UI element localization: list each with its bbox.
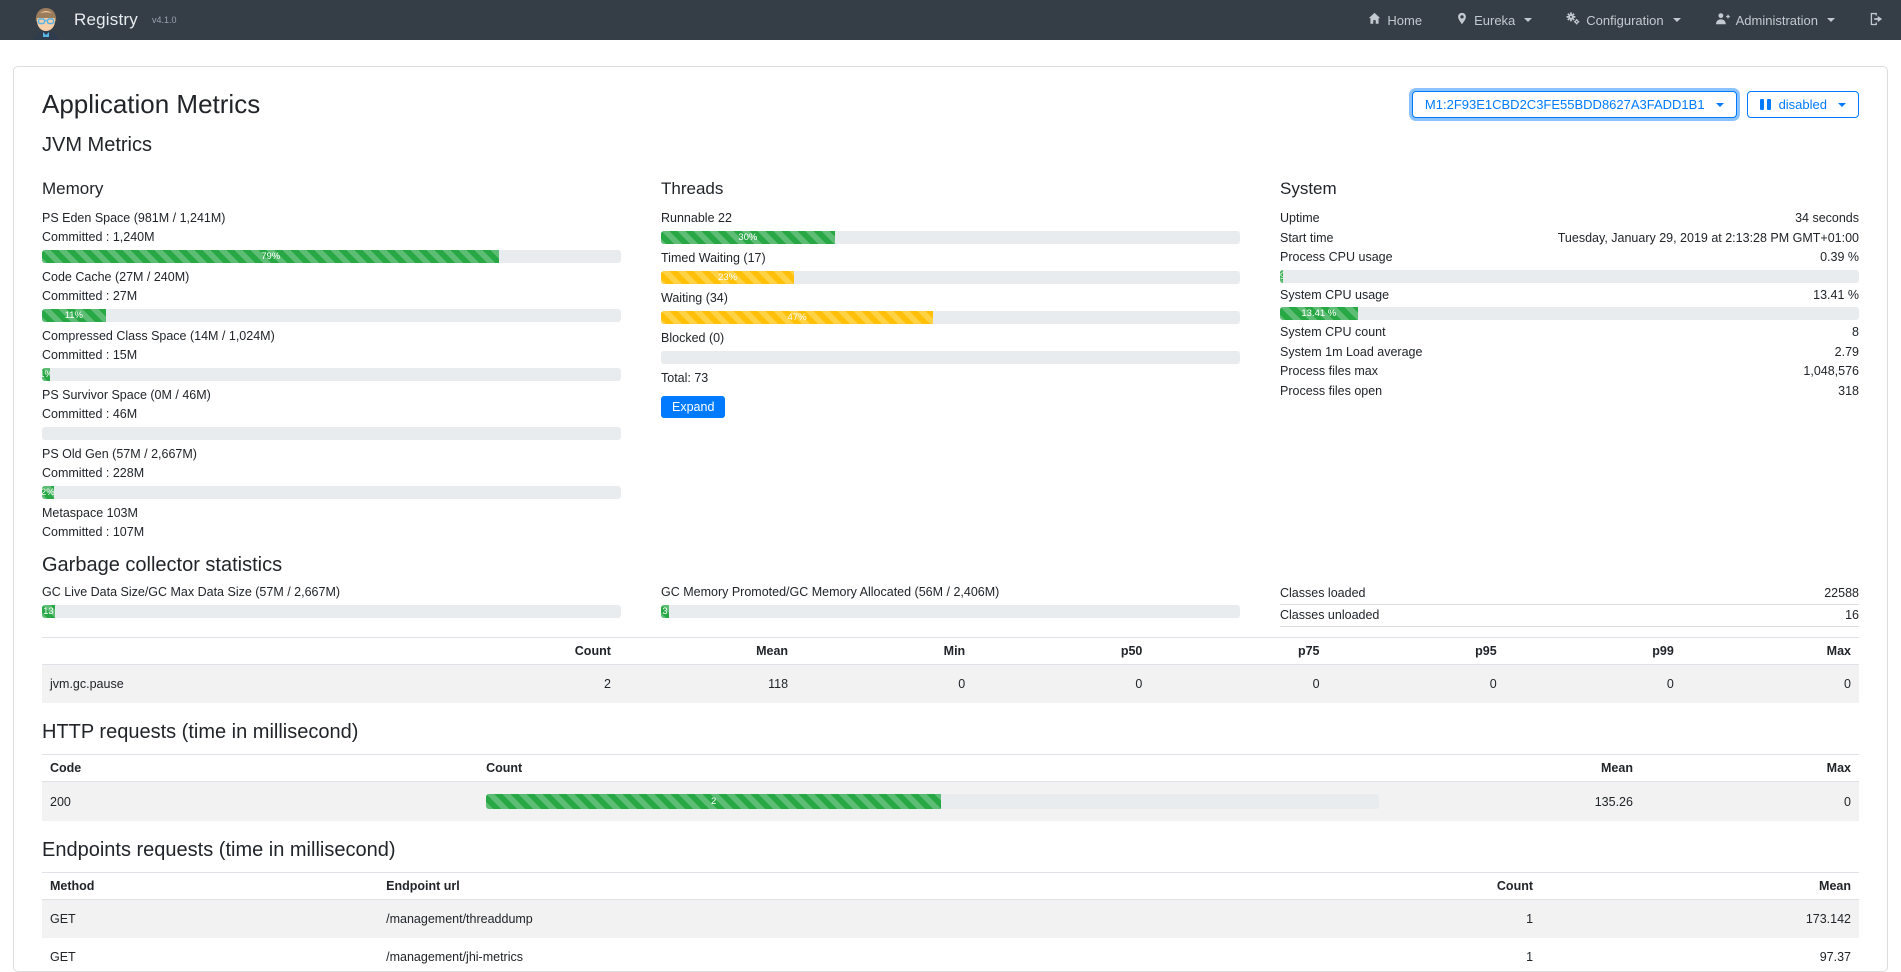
gc-memory-promoted: GC Memory Promoted/GC Memory Allocated (… <box>661 583 1240 627</box>
memory-metric-compressed-class: Compressed Class Space (14M / 1,024M) Co… <box>42 327 621 381</box>
memory-heading: Memory <box>42 179 104 198</box>
progress-bar: 13.41 % <box>1280 307 1358 320</box>
nav-eureka[interactable]: Eureka <box>1456 12 1533 28</box>
system-column: System Uptime 34 seconds Start time Tues… <box>1280 167 1859 544</box>
chevron-down-icon <box>1715 102 1724 107</box>
gc-live-data: GC Live Data Size/GC Max Data Size (57M … <box>42 583 621 627</box>
progress-track: 13.41 % <box>1280 307 1859 320</box>
progress-track <box>42 427 621 440</box>
progress-bar: 11% <box>42 309 106 322</box>
progress-bar: 1% <box>42 368 51 381</box>
progress-track: 1% <box>42 368 621 381</box>
navbar: Registry v4.1.0 Home Eureka Configuratio… <box>0 0 1901 40</box>
threads-column: Threads Runnable 22 30% Timed Waiting (1… <box>661 167 1240 544</box>
http-requests-table: Code Count Mean Max 200 2 135.26 0 <box>42 754 1859 821</box>
expand-button[interactable]: Expand <box>661 396 726 418</box>
metrics-card: Application Metrics M1:2F93E1CBD2C3FE55B… <box>13 66 1888 972</box>
progress-bar: 47% <box>661 311 934 324</box>
instance-select-dropdown[interactable]: M1:2F93E1CBD2C3FE55BDD8627A3FADD1B1 <box>1411 91 1737 118</box>
gc-stats-table: Count Mean Min p50 p75 p95 p99 Max jvm.g… <box>42 637 1859 703</box>
thread-metric-runnable: Runnable 22 30% <box>661 209 1240 244</box>
table-row: 200 2 135.26 0 <box>42 781 1859 821</box>
chevron-down-icon <box>1827 18 1835 22</box>
home-icon <box>1368 12 1381 28</box>
chevron-down-icon <box>1838 102 1846 107</box>
progress-track: 13 <box>42 605 621 618</box>
progress-track: 11% <box>42 309 621 322</box>
progress-bar: 30% <box>661 231 835 244</box>
jvm-metrics-heading: JVM Metrics <box>42 134 152 156</box>
progress-track: 2 <box>486 794 1379 809</box>
brand-version: v4.1.0 <box>151 15 177 25</box>
system-heading: System <box>1280 179 1337 198</box>
system-row-process-cpu: Process CPU usage 0.39 % <box>1280 250 1859 264</box>
threads-total: Total: 73 <box>661 371 709 385</box>
table-row: GET /management/threaddump 1 173.142 <box>42 899 1859 938</box>
progress-track: 30% <box>661 231 1240 244</box>
progress-track: 47% <box>661 311 1240 324</box>
memory-metric-oldgen: PS Old Gen (57M / 2,667M) Committed : 22… <box>42 445 621 499</box>
table-row: GET /management/jhi-metrics 1 97.37 <box>50 950 1851 964</box>
progress-track <box>661 351 1240 364</box>
gc-heading: Garbage collector statistics <box>42 554 283 576</box>
classes-unloaded-row: Classes unloaded 16 <box>1280 605 1859 627</box>
system-row-start-time: Start time Tuesday, January 29, 2019 at … <box>1280 230 1859 245</box>
page-title: Application Metrics <box>42 89 261 119</box>
map-marker-icon <box>1456 12 1468 28</box>
nav-home[interactable]: Home <box>1368 12 1422 28</box>
memory-metric-eden: PS Eden Space (981M / 1,241M) Committed … <box>42 209 621 263</box>
threads-heading: Threads <box>661 179 724 198</box>
table-row: jvm.gc.pause 2 118 0 0 0 0 0 0 <box>42 664 1859 703</box>
progress-bar: 79% <box>42 250 500 263</box>
progress-track: 0.39 % <box>1280 269 1859 283</box>
endpoints-requests-heading: Endpoints requests (time in millisecond) <box>42 839 396 861</box>
progress-track: 2% <box>42 486 621 499</box>
thread-metric-timed-waiting: Timed Waiting (17) 23% <box>661 249 1240 284</box>
http-table-header-row: Code Count Mean Max <box>42 754 1859 782</box>
chevron-down-icon <box>1524 18 1533 22</box>
jhipster-logo-icon <box>30 6 62 40</box>
endpoints-requests-table: Method Endpoint url Count Mean GET /mana… <box>42 872 1859 971</box>
gc-classes: Classes loaded 22588 Classes unloaded 16 <box>1280 583 1859 627</box>
system-row-system-cpu: System CPU usage 13.41 % <box>1280 287 1859 302</box>
refresh-toggle-dropdown[interactable]: disabled <box>1746 91 1859 118</box>
system-row-cpu-count: System CPU count 8 <box>1280 325 1859 339</box>
system-row-files-max: Process files max 1,048,576 <box>1280 364 1859 378</box>
progress-track: 79% <box>42 250 621 263</box>
progress-bar: 2% <box>42 486 54 499</box>
gc-table-header-row: Count Mean Min p50 p75 p95 p99 Max <box>42 637 1859 665</box>
sign-out-icon <box>1869 12 1883 29</box>
memory-metric-metaspace: Metaspace 103M Committed : 107M <box>42 506 145 539</box>
http-requests-heading: HTTP requests (time in millisecond) <box>42 721 359 743</box>
thread-metric-waiting: Waiting (34) 47% <box>661 289 1240 324</box>
nav-administration[interactable]: Administration <box>1715 12 1835 28</box>
nav-menu: Home Eureka Configuration Administration <box>1368 12 1883 29</box>
system-row-files-open: Process files open 318 <box>1280 383 1859 398</box>
nav-signout[interactable] <box>1869 12 1883 29</box>
page-header: Application Metrics M1:2F93E1CBD2C3FE55B… <box>42 89 1859 120</box>
system-row-uptime: Uptime 34 seconds <box>1280 211 1859 225</box>
nav-configuration[interactable]: Configuration <box>1566 12 1681 28</box>
progress-bar: 13 <box>42 605 55 618</box>
brand-link[interactable]: Registry v4.1.0 <box>30 0 176 40</box>
memory-metric-codecache: Code Cache (27M / 240M) Committed : 27M … <box>42 268 621 322</box>
chevron-down-icon <box>1672 18 1681 22</box>
endpoints-table-header-row: Method Endpoint url Count Mean <box>42 872 1859 900</box>
progress-bar: 0.39 % <box>1280 269 1283 283</box>
progress-track: 23% <box>661 271 1240 284</box>
progress-track: 3 <box>661 605 1240 618</box>
brand-title: Registry <box>74 10 138 29</box>
progress-bar: 3 <box>661 605 670 618</box>
classes-loaded-row: Classes loaded 22588 <box>1280 583 1859 605</box>
thread-metric-blocked: Blocked (0) <box>661 329 1240 364</box>
memory-metric-survivor: PS Survivor Space (0M / 46M) Committed :… <box>42 386 621 440</box>
progress-bar: 23% <box>661 271 795 284</box>
pause-icon <box>1759 99 1771 110</box>
memory-column: Memory PS Eden Space (981M / 1,241M) Com… <box>42 167 621 544</box>
gears-icon <box>1566 12 1580 28</box>
progress-bar: 2 <box>486 794 942 809</box>
user-plus-icon <box>1715 12 1730 28</box>
system-row-load-average: System 1m Load average 2.79 <box>1280 344 1859 359</box>
